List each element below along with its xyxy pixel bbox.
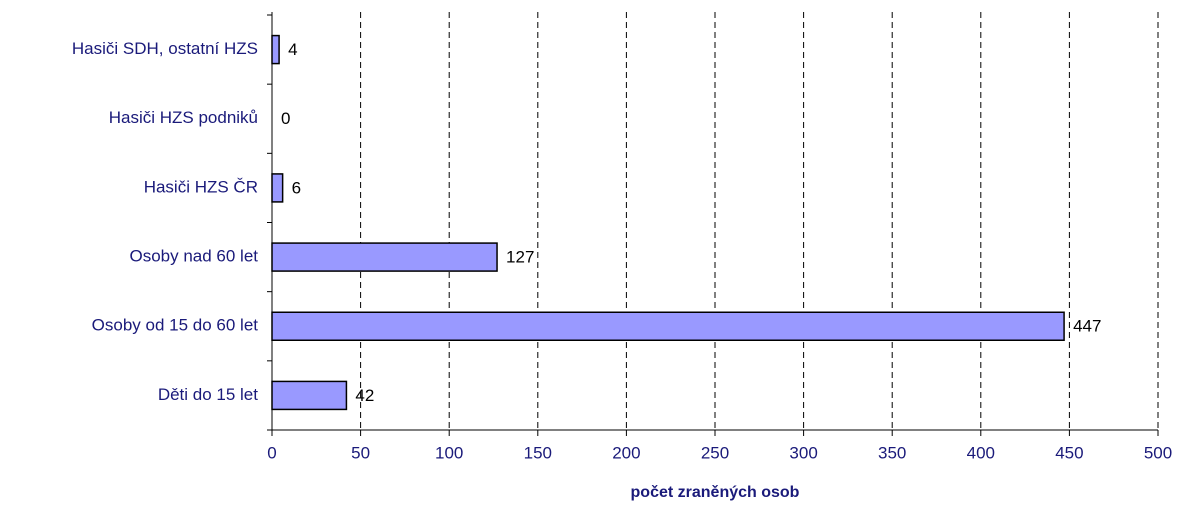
x-tick-label: 150 — [524, 443, 552, 462]
x-tick-label: 500 — [1144, 443, 1172, 462]
value-label: 42 — [355, 386, 374, 405]
value-label: 127 — [506, 248, 534, 267]
x-tick-label: 50 — [351, 443, 370, 462]
value-label: 447 — [1073, 317, 1101, 336]
bar — [271, 242, 498, 272]
y-tick-label: Děti do 15 let — [158, 385, 258, 404]
y-tick-label: Osoby nad 60 let — [129, 247, 258, 266]
y-tick-label: Hasiči HZS ČR — [144, 177, 258, 196]
y-tick-label: Hasiči HZS podniků — [109, 108, 258, 127]
x-tick-label: 400 — [967, 443, 995, 462]
value-label: 0 — [281, 109, 290, 128]
value-label: 6 — [292, 178, 301, 197]
x-tick-label: 450 — [1055, 443, 1083, 462]
x-axis-label: počet zraněných osob — [631, 484, 800, 501]
bar — [271, 380, 348, 411]
bar — [271, 173, 284, 203]
y-tick-label: Osoby od 15 do 60 let — [92, 316, 259, 335]
x-tick-label: 100 — [435, 443, 463, 462]
x-tick-label: 0 — [267, 443, 276, 462]
x-tick-label: 300 — [789, 443, 817, 462]
x-tick-label: 200 — [612, 443, 640, 462]
x-tick-label: 350 — [878, 443, 906, 462]
y-tick-label: Hasiči SDH, ostatní HZS — [72, 39, 258, 58]
x-tick-label: 250 — [701, 443, 729, 462]
value-label: 4 — [288, 40, 297, 59]
bar — [271, 311, 1065, 341]
bar — [271, 34, 280, 65]
